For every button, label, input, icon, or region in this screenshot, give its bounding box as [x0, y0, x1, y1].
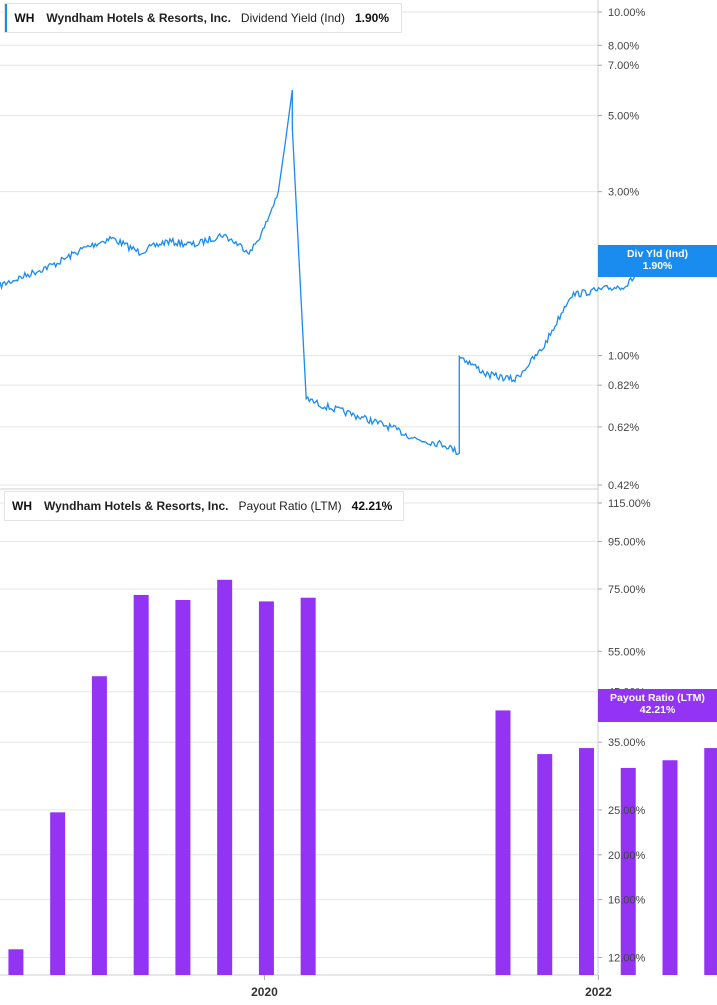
bottom-legend-ticker: WH: [12, 499, 32, 513]
payout-tag-value: 42.21%: [639, 704, 676, 716]
payout-bar: [258, 601, 274, 975]
yield-tick-label: 0.42%: [608, 480, 639, 492]
payout-bar: [300, 597, 316, 975]
payout-bar: [91, 676, 107, 975]
payout-tick-label: 12.00%: [608, 953, 646, 965]
payout-tick-label: 35.00%: [608, 737, 646, 749]
yield-tick-label: 8.00%: [608, 40, 639, 52]
payout-tick-label: 16.00%: [608, 895, 646, 907]
payout-bars: [8, 579, 717, 975]
axis-ticks: 10.00% 8.00% 7.00% 5.00% 3.00% 1.00% 0.82% 0.62…: [251, 7, 651, 999]
payout-tick-label: 115.00%: [608, 498, 651, 510]
payout-bar: [579, 748, 594, 975]
yield-value-tag: Div Yld (Ind) 1.90%: [598, 245, 717, 277]
top-legend-value: 1.90%: [354, 11, 389, 25]
yield-tick-label: 7.00%: [608, 60, 639, 72]
payout-bar: [662, 760, 678, 975]
payout-bar: [133, 594, 149, 975]
payout-tag-label: Payout Ratio (LTM): [610, 692, 705, 704]
top-legend: WH Wyndham Hotels & Resorts, Inc. Divide…: [4, 3, 402, 33]
bottom-legend: WH Wyndham Hotels & Resorts, Inc. Payout…: [4, 491, 404, 521]
payout-bar: [620, 767, 636, 975]
yield-tick-label: 1.00%: [608, 351, 639, 363]
dividend-yield-line: [0, 89, 717, 455]
top-legend-ticker: WH: [14, 11, 35, 25]
bottom-legend-value: 42.21%: [351, 499, 393, 513]
payout-bar: [217, 579, 233, 975]
payout-tick-label: 20.00%: [608, 850, 646, 862]
payout-bar: [537, 754, 553, 975]
yield-tick-label: 10.00%: [608, 7, 646, 19]
yield-tick-label: 0.62%: [608, 422, 639, 434]
top-legend-metric: Dividend Yield (Ind): [240, 11, 345, 25]
top-legend-company: Wyndham Hotels & Resorts, Inc.: [46, 11, 231, 25]
payout-tick-label: 55.00%: [608, 646, 646, 658]
bottom-legend-company: Wyndham Hotels & Resorts, Inc.: [44, 499, 229, 513]
yield-tick-label: 5.00%: [608, 110, 639, 122]
payout-bar: [495, 710, 511, 975]
payout-bar: [50, 812, 66, 975]
bottom-legend-metric: Payout Ratio (LTM): [238, 499, 342, 513]
grid-layer: [0, 11, 598, 959]
yield-swatch: [5, 4, 8, 32]
payout-bar: [704, 748, 717, 975]
payout-bar: [8, 949, 24, 975]
yield-tag-label: Div Yld (Ind): [626, 248, 689, 260]
yield-tag-value: 1.90%: [642, 260, 673, 272]
payout-tick-label: 25.00%: [608, 805, 646, 817]
payout-bar: [175, 599, 191, 975]
yield-tick-label: 0.82%: [608, 380, 639, 392]
payout-tick-label: 75.00%: [608, 584, 646, 596]
yield-tick-label: 3.00%: [608, 187, 639, 199]
x-tick-label: 2022: [585, 985, 612, 999]
x-tick-label: 2020: [251, 985, 278, 999]
payout-tick-label: 95.00%: [608, 536, 646, 548]
payout-value-tag: Payout Ratio (LTM) 42.21%: [598, 689, 717, 722]
